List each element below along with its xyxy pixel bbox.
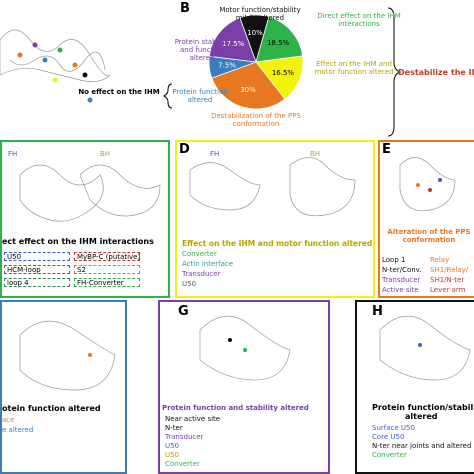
legend-box [74, 278, 140, 287]
legend-box [4, 252, 70, 261]
panel-title: otein function altered [2, 404, 101, 413]
list-item: Converter [165, 460, 200, 468]
legend-box [74, 265, 140, 274]
list-item: Converter [182, 250, 217, 258]
legend-box [4, 265, 70, 274]
residue-dots [17, 42, 442, 357]
panel-label: E [382, 142, 391, 157]
fh-label: FH [210, 150, 220, 158]
legend-text: MyBP-C (putative) [77, 253, 141, 261]
slice-label: Direct effect on the IHM interactions [317, 12, 401, 28]
legend-text: loop 4 [7, 279, 29, 287]
list-item: Transducer [382, 276, 421, 284]
bh-label: BH [310, 150, 321, 158]
list-item: e altered [2, 426, 34, 434]
pie-slice [208, 17, 257, 63]
panel-c [0, 140, 170, 298]
list-item: ace [2, 416, 15, 424]
panel-label: H [372, 304, 383, 319]
legend-text: S2 [77, 266, 86, 274]
list-item: Transducer [165, 433, 204, 441]
legend-box [74, 252, 140, 261]
protein-sketches [0, 29, 471, 391]
slice-label: Effect on the IHM and motor function alt… [314, 60, 394, 76]
pie: 10% 18.5% 16.5% 30% 7.5% 17.5% [208, 14, 304, 110]
slice-label: Protein stability and function altered [174, 38, 230, 62]
fh-label: FH [8, 150, 18, 158]
panel-label: D [179, 142, 190, 157]
list-item: Active site [382, 286, 419, 294]
list-item: Lever arm [430, 286, 466, 294]
list-item: Converter [372, 451, 407, 459]
list-item: Surface U50 [372, 424, 415, 432]
panel-d [175, 140, 375, 298]
panel-label: B [180, 1, 190, 16]
panel-title: Protein function/stability [372, 403, 474, 412]
pie-slice [255, 55, 304, 100]
panel-title: Effect on the IHM and motor function alt… [182, 239, 373, 248]
pie-slice [211, 61, 286, 110]
legend-text: FH-Converter [77, 279, 124, 287]
list-item: U50 [165, 442, 180, 450]
list-item: Core U50 [372, 433, 405, 441]
panel-h [355, 300, 474, 474]
panel-title: altered [405, 412, 438, 421]
slice-label: Protein function altered [172, 88, 228, 104]
no-effect-label: No effect on the IHM [78, 88, 160, 96]
panel-label: G [178, 304, 189, 319]
panel-title: Alteration of the PPS conformation [387, 228, 471, 244]
value-label: 10% [247, 29, 263, 37]
value-label: 30% [240, 86, 256, 94]
legend-text: U50 [7, 253, 22, 261]
value-label: 16.5% [272, 69, 295, 77]
panel-title: Protein function and stability altered [162, 404, 309, 412]
panel-title: ect effect on the IHM interactions [2, 237, 154, 246]
list-item: SH1/Relay/ [430, 266, 469, 274]
list-item: Relay [430, 256, 450, 264]
value-label: 17.5% [222, 40, 245, 48]
list-item: N-ter/Conv. [382, 266, 422, 274]
list-item: Near active site [165, 415, 221, 423]
value-label: 18.5% [267, 39, 290, 47]
legend-box [4, 278, 70, 287]
destabilize-label: Destabilize the IHM [398, 68, 474, 77]
bh-label: BH [100, 150, 111, 158]
list-item: U50 [182, 280, 197, 288]
list-item: Transducer [182, 270, 221, 278]
pie-slice [255, 16, 304, 63]
panel-e [378, 140, 474, 298]
brace-left [162, 83, 173, 109]
list-item: Actin interface [182, 260, 234, 268]
list-item: N-ter near joints and altered [372, 442, 472, 450]
panel-f [0, 300, 127, 474]
list-item: Loop 1 [382, 256, 406, 264]
list-item: N-ter [165, 424, 183, 432]
panel-g [158, 300, 330, 474]
slice-label: Motor function/stability mildly altered [219, 6, 301, 22]
brace-right [387, 7, 402, 137]
list-item: SH1/N-ter [430, 276, 465, 284]
legend-text: HCM-loop [7, 266, 41, 274]
slice-label: Destabilization of the PPS conformation [211, 112, 301, 128]
value-label: 7.5% [218, 61, 236, 69]
list-item: U50 [165, 451, 180, 459]
